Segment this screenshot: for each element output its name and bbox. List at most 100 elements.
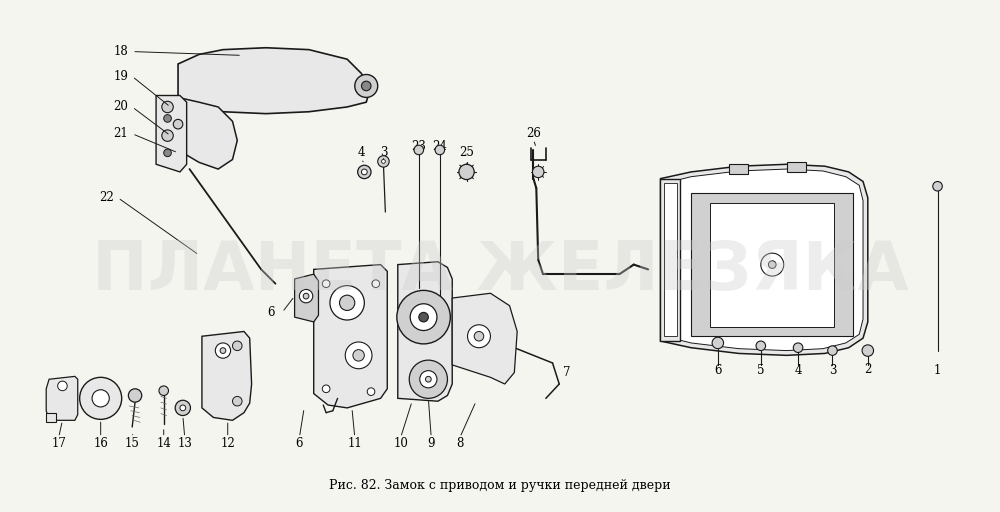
Text: 6: 6 — [714, 364, 722, 377]
Text: 13: 13 — [177, 437, 192, 450]
Polygon shape — [787, 162, 806, 172]
Polygon shape — [46, 376, 78, 420]
Circle shape — [712, 337, 724, 349]
Text: 2: 2 — [864, 363, 871, 376]
Circle shape — [756, 341, 766, 351]
Circle shape — [233, 396, 242, 406]
Text: 18: 18 — [113, 45, 128, 58]
Circle shape — [215, 343, 231, 358]
Circle shape — [793, 343, 803, 352]
Polygon shape — [729, 164, 748, 174]
Circle shape — [180, 405, 186, 411]
Circle shape — [303, 293, 309, 299]
Circle shape — [233, 341, 242, 351]
Circle shape — [420, 371, 437, 388]
Polygon shape — [314, 265, 387, 408]
Text: 25: 25 — [459, 146, 474, 159]
Circle shape — [159, 386, 168, 395]
Text: 15: 15 — [125, 437, 140, 450]
Circle shape — [435, 145, 445, 155]
Circle shape — [468, 325, 490, 348]
Polygon shape — [202, 331, 252, 420]
Circle shape — [164, 115, 171, 122]
Text: 5: 5 — [757, 364, 765, 377]
Circle shape — [425, 376, 431, 382]
Circle shape — [330, 286, 364, 320]
Circle shape — [353, 350, 364, 361]
Circle shape — [322, 385, 330, 393]
Text: 12: 12 — [220, 437, 235, 450]
Text: 4: 4 — [794, 364, 802, 377]
Text: 19: 19 — [113, 70, 128, 83]
Circle shape — [361, 169, 367, 175]
Circle shape — [162, 101, 173, 113]
Text: 22: 22 — [99, 191, 114, 204]
Circle shape — [828, 346, 837, 355]
Circle shape — [128, 389, 142, 402]
Circle shape — [345, 342, 372, 369]
Polygon shape — [710, 203, 834, 327]
Circle shape — [58, 381, 67, 391]
Circle shape — [299, 289, 313, 303]
Text: 6: 6 — [267, 306, 274, 319]
Polygon shape — [660, 164, 868, 355]
Circle shape — [378, 156, 389, 167]
Text: 11: 11 — [347, 437, 362, 450]
Circle shape — [474, 331, 484, 341]
Polygon shape — [691, 193, 853, 336]
Text: 3: 3 — [380, 146, 387, 159]
Polygon shape — [178, 48, 369, 114]
Circle shape — [80, 377, 122, 419]
Circle shape — [409, 360, 447, 398]
Circle shape — [532, 166, 544, 178]
Polygon shape — [295, 274, 318, 322]
Circle shape — [768, 261, 776, 268]
Circle shape — [358, 165, 371, 179]
Circle shape — [397, 290, 450, 344]
Circle shape — [410, 304, 437, 331]
Polygon shape — [398, 262, 452, 401]
Circle shape — [419, 312, 428, 322]
Circle shape — [220, 348, 226, 353]
Circle shape — [372, 280, 380, 288]
Circle shape — [414, 145, 424, 155]
Circle shape — [459, 164, 474, 180]
Text: 1: 1 — [934, 364, 941, 377]
Circle shape — [322, 280, 330, 288]
Polygon shape — [46, 413, 56, 422]
Circle shape — [355, 74, 378, 97]
Circle shape — [361, 81, 371, 91]
Text: 16: 16 — [93, 437, 108, 450]
Circle shape — [862, 345, 874, 356]
Text: Рис. 82. Замок с приводом и ручки передней двери: Рис. 82. Замок с приводом и ручки передн… — [329, 479, 671, 492]
Text: 20: 20 — [113, 100, 128, 114]
Text: 21: 21 — [113, 127, 128, 140]
Circle shape — [382, 160, 385, 163]
Text: 26: 26 — [526, 127, 541, 140]
Circle shape — [340, 295, 355, 310]
Circle shape — [175, 400, 190, 416]
Text: 14: 14 — [156, 437, 171, 450]
Text: 17: 17 — [51, 437, 66, 450]
Text: 24: 24 — [432, 140, 447, 153]
Text: 8: 8 — [456, 437, 464, 450]
Polygon shape — [664, 169, 863, 351]
Text: 10: 10 — [393, 437, 408, 450]
Text: 4: 4 — [358, 146, 365, 159]
Polygon shape — [178, 97, 237, 169]
Circle shape — [164, 149, 171, 157]
Circle shape — [933, 181, 942, 191]
Text: 9: 9 — [427, 437, 435, 450]
Polygon shape — [660, 179, 680, 341]
Polygon shape — [452, 293, 517, 384]
Circle shape — [162, 130, 173, 141]
Text: 23: 23 — [411, 140, 426, 153]
Circle shape — [761, 253, 784, 276]
Circle shape — [173, 119, 183, 129]
Text: 6: 6 — [296, 437, 303, 450]
Circle shape — [367, 388, 375, 395]
Polygon shape — [664, 183, 677, 336]
Circle shape — [92, 390, 109, 407]
Text: 7: 7 — [563, 366, 571, 379]
Text: 3: 3 — [829, 364, 836, 377]
